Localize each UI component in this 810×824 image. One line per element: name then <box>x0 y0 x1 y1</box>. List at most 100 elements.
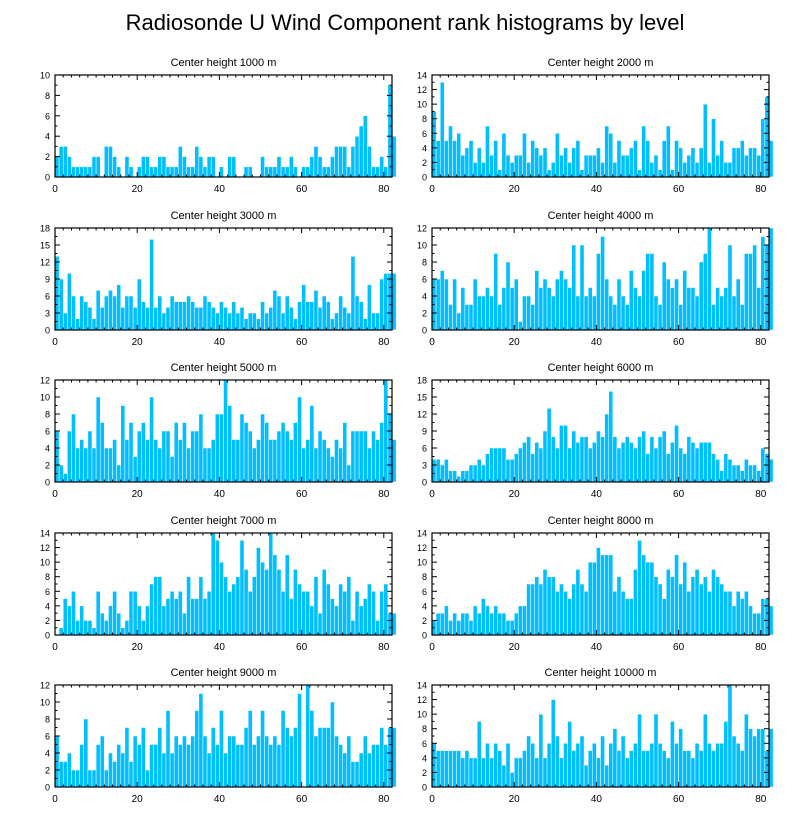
histogram-bar <box>604 125 609 178</box>
histogram-bar <box>456 620 462 636</box>
y-tick-label: 6 <box>45 111 50 121</box>
x-tick-label: 80 <box>378 489 390 500</box>
histogram-bar <box>367 583 372 636</box>
histogram-bar <box>305 166 311 178</box>
histogram-bar <box>62 598 68 636</box>
x-tick-label: 20 <box>132 337 144 348</box>
histogram-bar <box>612 304 618 331</box>
histogram-bar <box>206 447 212 483</box>
histogram-bar <box>223 307 228 331</box>
histogram-bar <box>723 721 729 788</box>
x-tick-label: 20 <box>132 642 144 653</box>
histogram-bar <box>272 735 278 788</box>
histogram-bar <box>431 459 437 483</box>
histogram-bar <box>485 605 490 636</box>
histogram-bar <box>670 721 675 788</box>
histogram-bar <box>87 769 93 788</box>
y-tick-label: 9 <box>45 275 50 285</box>
histogram-bar <box>330 598 335 636</box>
histogram-bar <box>346 166 352 178</box>
histogram-bar <box>256 439 261 483</box>
histogram-bar <box>522 750 527 788</box>
histogram-bar <box>153 744 158 788</box>
histogram-panel-3: Center height 3000 m 0 20 40 60 80 0 3 6 9 12 15 18 <box>40 210 397 348</box>
y-tick-label: 8 <box>45 572 50 582</box>
histogram-bar <box>464 750 470 788</box>
panel-title: Center height 8000 m <box>548 515 654 527</box>
histogram-bar <box>674 743 679 788</box>
histogram-bar <box>435 612 441 636</box>
histogram-bar <box>452 470 457 483</box>
histogram-bar <box>83 166 89 178</box>
histogram-bar <box>284 430 290 483</box>
histogram-bar <box>624 436 630 483</box>
histogram-bar <box>485 125 490 178</box>
histogram-bar <box>702 103 708 178</box>
y-tick-label: 2 <box>422 616 427 626</box>
histogram-bar <box>481 464 486 483</box>
y-tick-label: 12 <box>417 695 427 705</box>
histogram-bar <box>682 561 688 636</box>
histogram-bar <box>476 721 482 788</box>
y-tick-label: 10 <box>417 100 427 110</box>
x-tick-label: 0 <box>52 794 58 805</box>
histogram-bar <box>95 290 101 331</box>
histogram-bar <box>526 583 531 636</box>
histogram-bar <box>124 439 130 483</box>
histogram-bar <box>670 442 675 483</box>
histogram-bar <box>596 757 601 788</box>
histogram-bar <box>587 561 593 636</box>
y-tick-label: 3 <box>45 309 50 319</box>
histogram-bar <box>268 166 274 178</box>
histogram-bar <box>157 295 163 331</box>
histogram-bar <box>513 154 519 178</box>
histogram-bar <box>83 718 89 788</box>
y-tick-label: 12 <box>40 376 50 386</box>
histogram-bar <box>649 162 655 178</box>
histogram-bar <box>575 442 581 483</box>
histogram-bar <box>358 605 364 636</box>
histogram-bar <box>379 591 385 636</box>
histogram-bar <box>219 710 224 788</box>
histogram-bar <box>707 162 712 178</box>
histogram-bar <box>165 598 171 636</box>
histogram-bar <box>690 287 696 331</box>
x-tick-label: 60 <box>673 489 685 500</box>
histogram-bar <box>297 693 302 788</box>
histogram-bar <box>563 743 568 788</box>
histogram-bar <box>198 693 204 788</box>
histogram-bar <box>550 576 556 636</box>
histogram-bar <box>530 743 535 788</box>
histogram-bar <box>132 456 138 483</box>
histogram-bar <box>559 154 564 178</box>
histogram-bar <box>247 312 253 331</box>
histogram-bar <box>371 312 376 331</box>
histogram-bar <box>616 447 622 483</box>
histogram-bar <box>686 154 692 178</box>
histogram-bar <box>493 743 499 788</box>
histogram-bar <box>702 253 708 331</box>
histogram-bar <box>358 125 364 178</box>
histogram-bar <box>260 156 265 178</box>
histogram-bar <box>550 699 556 788</box>
histogram-bar <box>505 261 511 331</box>
histogram-bar <box>670 576 675 636</box>
x-tick-label: 40 <box>591 642 603 653</box>
histogram-bar <box>464 304 470 331</box>
histogram-bar <box>702 576 708 636</box>
histogram-bar <box>223 379 228 483</box>
histogram-bar <box>583 436 589 483</box>
histogram-bar <box>608 391 614 483</box>
histogram-bar <box>247 710 253 788</box>
histogram-bar <box>715 459 720 483</box>
histogram-bar <box>583 154 589 178</box>
histogram-bar <box>559 757 564 788</box>
histogram-bar <box>563 147 568 178</box>
histogram-bar <box>149 166 154 178</box>
histogram-bar <box>707 743 712 788</box>
histogram-bar <box>624 757 630 788</box>
panel-title: Center height 9000 m <box>171 667 277 679</box>
histogram-bar <box>563 278 568 331</box>
histogram-bar <box>289 735 294 788</box>
histogram-bar <box>608 743 614 788</box>
